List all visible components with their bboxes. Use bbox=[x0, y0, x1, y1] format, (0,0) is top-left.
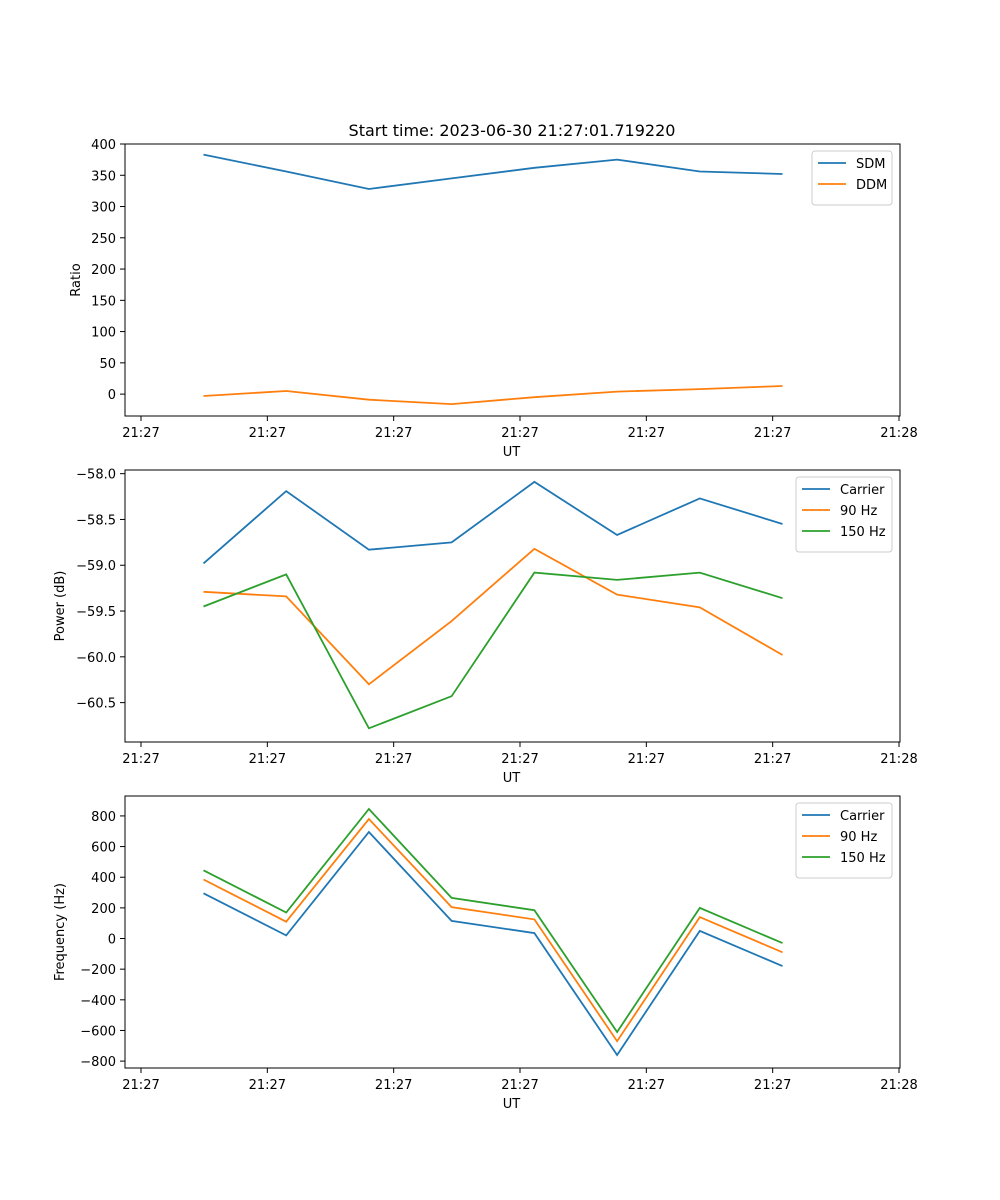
y-tick-label-frequency: 600 bbox=[91, 841, 116, 856]
x-tick-label-power: 21:27 bbox=[122, 752, 159, 767]
x-tick-label-frequency: 21:27 bbox=[501, 1078, 538, 1093]
x-tick-label-power: 21:27 bbox=[249, 752, 286, 767]
series-line-90-hz bbox=[203, 817, 783, 1043]
x-tick-label-frequency: 21:27 bbox=[628, 1078, 665, 1093]
x-tick-label-ratio: 21:27 bbox=[501, 426, 538, 441]
y-tick-label-frequency: 800 bbox=[91, 810, 116, 825]
x-tick-label-ratio: 21:27 bbox=[754, 426, 791, 441]
series-line-90-hz bbox=[203, 547, 783, 686]
y-tick-label-power: −60.0 bbox=[76, 651, 116, 666]
y-tick-label-frequency: 0 bbox=[108, 933, 116, 948]
legend-label: 90 Hz bbox=[840, 504, 877, 519]
legend-label: Carrier bbox=[840, 483, 885, 498]
x-tick-label-ratio: 21:27 bbox=[122, 426, 159, 441]
series-line-sdm bbox=[203, 153, 783, 190]
y-tick-label-power: −59.0 bbox=[76, 559, 116, 574]
y-axis-label-ratio: Ratio bbox=[69, 263, 84, 296]
plot-frame-frequency bbox=[124, 795, 901, 1069]
x-tick-label-frequency: 21:27 bbox=[122, 1078, 159, 1093]
x-tick-label-power: 21:27 bbox=[754, 752, 791, 767]
legend-label: 150 Hz bbox=[840, 851, 886, 866]
y-axis-label-frequency: Frequency (Hz) bbox=[53, 883, 68, 981]
y-tick-label-ratio: 250 bbox=[91, 232, 116, 247]
series-line-ddm bbox=[203, 385, 783, 406]
x-axis-label-ratio: UT bbox=[503, 445, 521, 460]
x-tick-label-frequency: 21:27 bbox=[375, 1078, 412, 1093]
legend-label: 150 Hz bbox=[840, 525, 886, 540]
x-tick-label-frequency: 21:28 bbox=[880, 1078, 917, 1093]
x-tick-label-frequency: 21:27 bbox=[754, 1078, 791, 1093]
legend-label: DDM bbox=[856, 178, 887, 193]
y-tick-label-power: −58.0 bbox=[76, 468, 116, 483]
x-axis-label-frequency: UT bbox=[503, 1097, 521, 1112]
x-tick-label-ratio: 21:27 bbox=[628, 426, 665, 441]
y-tick-label-frequency: −800 bbox=[80, 1055, 116, 1070]
legend-ratio bbox=[811, 150, 893, 206]
series-line-carrier bbox=[202, 480, 783, 565]
y-tick-label-power: −58.5 bbox=[76, 513, 116, 528]
y-axis-label-power: Power (dB) bbox=[53, 571, 68, 642]
y-tick-label-ratio: 350 bbox=[91, 169, 116, 184]
y-tick-label-ratio: 400 bbox=[91, 138, 116, 153]
x-tick-label-ratio: 21:27 bbox=[249, 426, 286, 441]
y-tick-label-ratio: 300 bbox=[91, 201, 116, 216]
x-tick-label-power: 21:28 bbox=[880, 752, 917, 767]
x-tick-label-ratio: 21:28 bbox=[880, 426, 917, 441]
x-tick-label-power: 21:27 bbox=[628, 752, 665, 767]
x-axis-label-power: UT bbox=[503, 771, 521, 786]
y-tick-label-ratio: 150 bbox=[91, 294, 116, 309]
plot-frame-ratio bbox=[124, 143, 901, 417]
figure-title: Start time: 2023-06-30 21:27:01.719220 bbox=[349, 121, 676, 140]
y-tick-label-frequency: −200 bbox=[80, 963, 116, 978]
y-tick-label-ratio: 0 bbox=[108, 388, 116, 403]
legend-frequency bbox=[795, 802, 893, 879]
x-tick-label-power: 21:27 bbox=[375, 752, 412, 767]
chart-power: 21:27 21:27 21:27 21:27 21:27 21:27 21:28 −58.0… bbox=[53, 468, 918, 786]
chart-ratio: 21:27 21:27 21:27 21:27 21:27 21:27 21:28 0 50 10… bbox=[69, 138, 918, 460]
legend-label: SDM bbox=[856, 157, 885, 172]
y-tick-label-frequency: −600 bbox=[80, 1024, 116, 1039]
series-line-150-hz bbox=[203, 571, 783, 730]
y-tick-label-ratio: 100 bbox=[91, 326, 116, 341]
x-tick-label-ratio: 21:27 bbox=[375, 426, 412, 441]
series-line-150-hz bbox=[203, 807, 783, 1034]
legend-label: 90 Hz bbox=[840, 830, 877, 845]
chart-frequency: 21:27 21:27 21:27 21:27 21:27 21:27 21:28 800 60… bbox=[53, 795, 918, 1112]
legend-power bbox=[795, 476, 893, 553]
y-tick-label-frequency: −400 bbox=[80, 994, 116, 1009]
y-tick-label-ratio: 50 bbox=[99, 357, 116, 372]
y-tick-label-frequency: 400 bbox=[91, 871, 116, 886]
y-tick-label-frequency: 200 bbox=[91, 902, 116, 917]
y-tick-label-ratio: 200 bbox=[91, 263, 116, 278]
y-tick-label-power: −59.5 bbox=[76, 605, 116, 620]
plot-frame-power bbox=[124, 469, 901, 743]
x-tick-label-power: 21:27 bbox=[501, 752, 538, 767]
x-tick-label-frequency: 21:27 bbox=[249, 1078, 286, 1093]
series-line-carrier bbox=[203, 830, 783, 1057]
y-tick-label-power: −60.5 bbox=[76, 697, 116, 712]
legend-label: Carrier bbox=[840, 809, 885, 824]
